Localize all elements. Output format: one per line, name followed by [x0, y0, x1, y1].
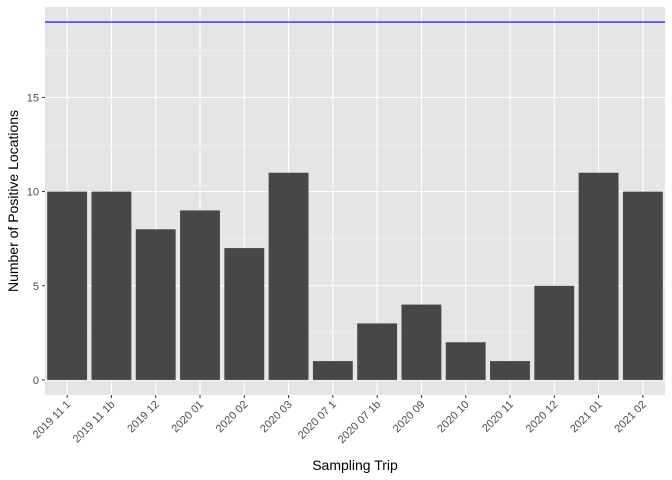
x-tick-label: 2020 01 [170, 399, 207, 436]
x-tick-label: 2020 02 [214, 399, 251, 436]
x-tick-label: 2019 12 [125, 399, 162, 436]
bar [357, 323, 398, 380]
x-tick-label: 2020 07 1b [336, 399, 383, 446]
x-tick-label: 2021 01 [568, 399, 605, 436]
x-tick-label: 2020 07 1 [296, 399, 339, 442]
bar [445, 342, 486, 380]
x-axis-title: Sampling Trip [312, 457, 398, 473]
y-axis-title: Number of Positive Locations [5, 110, 21, 292]
bar [401, 304, 442, 380]
y-tick-label: 15 [27, 92, 39, 104]
bar [312, 361, 353, 380]
bar [47, 191, 88, 380]
bar [135, 229, 176, 380]
y-axis-ticks: 0 5 10 15 [27, 92, 45, 387]
x-tick-label: 2020 10 [435, 399, 472, 436]
y-tick-label: 5 [33, 281, 39, 293]
bar [490, 361, 530, 380]
bar [622, 191, 663, 380]
x-tick-label: 2019 11 1b [71, 399, 118, 446]
x-tick-label: 2020 11 [480, 399, 516, 435]
bar [578, 172, 619, 380]
bar [91, 191, 132, 380]
bar [224, 248, 265, 380]
bar [534, 285, 575, 380]
x-tick-label: 2021 02 [612, 399, 649, 436]
x-tick-label: 2020 12 [524, 399, 561, 436]
bars [47, 172, 663, 380]
y-tick-label: 0 [33, 375, 39, 387]
x-tick-label: 2019 11 1 [31, 399, 74, 442]
x-tick-label: 2020 03 [258, 399, 295, 436]
y-tick-label: 10 [27, 187, 39, 199]
x-tick-label: 2020 09 [391, 399, 428, 436]
bar [180, 210, 220, 380]
bar [268, 172, 309, 380]
